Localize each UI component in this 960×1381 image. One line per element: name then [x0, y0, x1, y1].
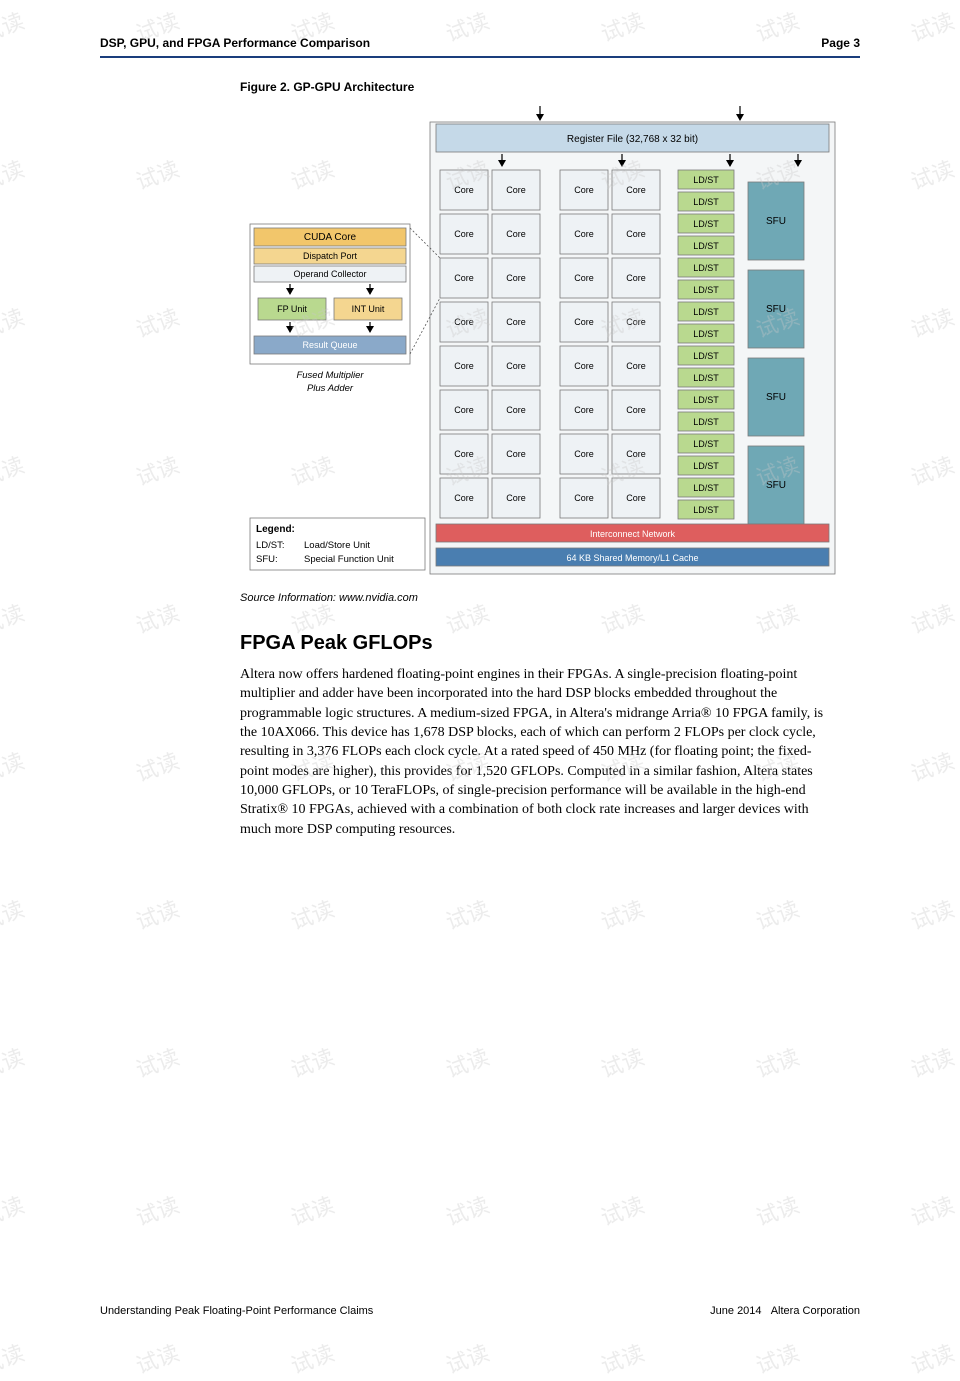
- svg-text:Core: Core: [506, 493, 526, 503]
- svg-text:FP Unit: FP Unit: [277, 304, 307, 314]
- header-left: DSP, GPU, and FPGA Performance Compariso…: [100, 36, 370, 50]
- svg-text:Core: Core: [506, 405, 526, 415]
- svg-text:LD/ST: LD/ST: [693, 241, 719, 251]
- svg-text:Core: Core: [454, 229, 474, 239]
- footer-right: June 2014 Altera Corporation: [710, 1305, 860, 1317]
- svg-text:Plus Adder: Plus Adder: [307, 383, 354, 394]
- svg-text:Core: Core: [454, 273, 474, 283]
- svg-text:SFU:: SFU:: [256, 554, 278, 565]
- svg-text:Core: Core: [506, 185, 526, 195]
- svg-text:Core: Core: [626, 405, 646, 415]
- svg-text:64 KB Shared Memory/L1 Cache: 64 KB Shared Memory/L1 Cache: [566, 553, 698, 563]
- svg-text:Core: Core: [626, 361, 646, 371]
- svg-text:LD/ST: LD/ST: [693, 505, 719, 515]
- svg-text:Core: Core: [574, 361, 594, 371]
- svg-text:SFU: SFU: [766, 216, 786, 227]
- svg-text:Legend:: Legend:: [256, 524, 295, 535]
- svg-text:Core: Core: [626, 185, 646, 195]
- svg-text:LD/ST: LD/ST: [693, 329, 719, 339]
- svg-text:LD/ST: LD/ST: [693, 219, 719, 229]
- gpu-architecture-diagram: Register File (32,768 x 32 bit) Core Core C…: [240, 104, 840, 584]
- svg-text:Register File (32,768 x 32 bit: Register File (32,768 x 32 bit): [567, 134, 698, 145]
- svg-text:Core: Core: [574, 185, 594, 195]
- svg-text:Core: Core: [626, 493, 646, 503]
- section-body: Altera now offers hardened floating-poin…: [240, 665, 840, 839]
- svg-text:Core: Core: [454, 449, 474, 459]
- svg-text:LD/ST: LD/ST: [693, 417, 719, 427]
- svg-text:Core: Core: [574, 405, 594, 415]
- svg-text:Core: Core: [574, 493, 594, 503]
- svg-text:Dispatch Port: Dispatch Port: [303, 251, 358, 261]
- svg-text:Core: Core: [506, 317, 526, 327]
- svg-text:Core: Core: [626, 273, 646, 283]
- svg-text:LD/ST: LD/ST: [693, 373, 719, 383]
- page-footer: Understanding Peak Floating-Point Perfor…: [100, 1305, 860, 1317]
- svg-text:Core: Core: [626, 449, 646, 459]
- svg-text:LD/ST: LD/ST: [693, 395, 719, 405]
- svg-text:LD/ST: LD/ST: [693, 197, 719, 207]
- svg-text:SFU: SFU: [766, 480, 786, 491]
- svg-text:Core: Core: [454, 493, 474, 503]
- figure-source: Source Information: www.nvidia.com: [240, 592, 860, 604]
- svg-text:LD/ST: LD/ST: [693, 461, 719, 471]
- section-heading: FPGA Peak GFLOPs: [240, 632, 860, 655]
- figure-caption: Figure 2. GP-GPU Architecture: [240, 80, 860, 94]
- page-header: DSP, GPU, and FPGA Performance Compariso…: [100, 36, 860, 50]
- svg-text:Fused Multiplier: Fused Multiplier: [296, 370, 364, 381]
- svg-text:Core: Core: [454, 361, 474, 371]
- svg-text:Core: Core: [506, 229, 526, 239]
- svg-text:LD/ST: LD/ST: [693, 285, 719, 295]
- svg-text:Core: Core: [574, 273, 594, 283]
- svg-text:Interconnect Network: Interconnect Network: [590, 529, 676, 539]
- svg-text:LD/ST: LD/ST: [693, 263, 719, 273]
- svg-text:Core: Core: [454, 185, 474, 195]
- footer-date: June 2014: [710, 1305, 761, 1317]
- svg-text:LD/ST: LD/ST: [693, 175, 719, 185]
- svg-text:Core: Core: [506, 361, 526, 371]
- svg-text:Operand Collector: Operand Collector: [293, 269, 366, 279]
- header-rule: [100, 56, 860, 58]
- svg-text:Core: Core: [574, 229, 594, 239]
- svg-text:SFU: SFU: [766, 304, 786, 315]
- svg-text:Core: Core: [506, 273, 526, 283]
- svg-text:LD/ST:: LD/ST:: [256, 540, 285, 551]
- svg-text:LD/ST: LD/ST: [693, 351, 719, 361]
- svg-text:Special Function Unit: Special Function Unit: [304, 554, 394, 565]
- svg-text:Core: Core: [574, 317, 594, 327]
- svg-text:SFU: SFU: [766, 392, 786, 403]
- svg-text:LD/ST: LD/ST: [693, 307, 719, 317]
- svg-text:INT Unit: INT Unit: [352, 304, 385, 314]
- svg-text:CUDA Core: CUDA Core: [304, 232, 357, 243]
- svg-text:Core: Core: [574, 449, 594, 459]
- svg-text:Core: Core: [454, 317, 474, 327]
- svg-text:Core: Core: [506, 449, 526, 459]
- header-right: Page 3: [821, 36, 860, 50]
- svg-text:Load/Store Unit: Load/Store Unit: [304, 540, 370, 551]
- svg-text:Core: Core: [454, 405, 474, 415]
- footer-left: Understanding Peak Floating-Point Perfor…: [100, 1305, 373, 1317]
- footer-org: Altera Corporation: [771, 1305, 860, 1317]
- svg-text:LD/ST: LD/ST: [693, 483, 719, 493]
- svg-text:Result Queue: Result Queue: [302, 340, 357, 350]
- svg-text:Core: Core: [626, 317, 646, 327]
- svg-text:LD/ST: LD/ST: [693, 439, 719, 449]
- svg-text:Core: Core: [626, 229, 646, 239]
